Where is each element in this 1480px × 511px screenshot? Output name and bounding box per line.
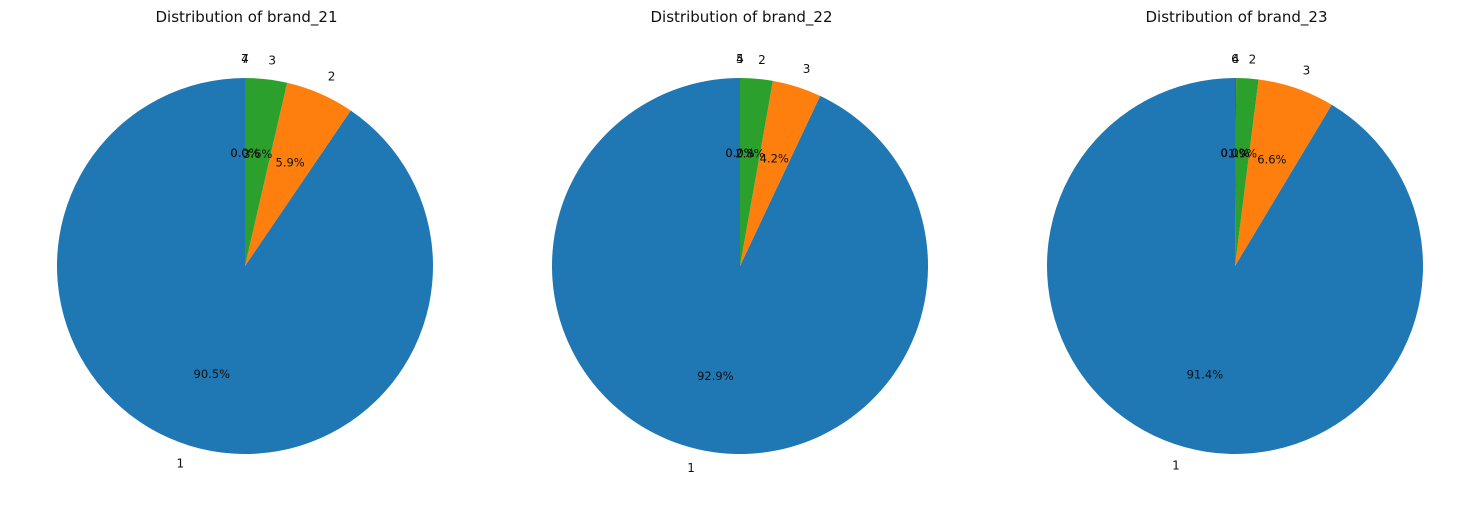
pie-category-label: 1 (687, 461, 695, 475)
chart-title: Distribution of brand_23 (1145, 8, 1328, 26)
pie-category-label: 1 (1172, 458, 1180, 472)
pie-chart-svg: 90.5%15.9%23.6%30.0%40.0%7 (56, 52, 433, 471)
pie-percent-label: 3.6% (243, 147, 272, 161)
pie-slice-3 (740, 80, 821, 266)
pie-category-label: 5 (736, 52, 744, 66)
pie-category-label: 4 (1232, 52, 1240, 66)
pie-percent-label: 0.1% (1221, 146, 1250, 160)
pie-percent-label: 0.0% (230, 146, 259, 160)
pie-category-label: 3 (268, 54, 276, 68)
pie-category-label: 7 (241, 52, 249, 66)
pie-percent-label: 0.0% (725, 146, 754, 160)
pie-percent-label: 4.2% (760, 152, 789, 166)
pie-percent-label: 0.0% (230, 146, 259, 160)
pie-percent-label: 0.0% (1220, 146, 1249, 160)
chart-title: Distribution of brand_21 (155, 8, 338, 26)
pie-category-label: 2 (758, 53, 766, 67)
pie-category-label: 2 (328, 69, 336, 83)
pie-category-label: 4 (736, 52, 744, 66)
pie-category-label: 2 (1249, 53, 1257, 67)
pie-percent-label: 2.8% (735, 147, 764, 161)
pie-category-label: 3 (803, 62, 811, 76)
pie-percent-label: 6.6% (1257, 152, 1286, 166)
pie-slice-1 (56, 78, 433, 454)
pie-percent-label: 0.0% (725, 146, 754, 160)
pie-slice-3 (1235, 79, 1332, 266)
pie-slice-2 (1235, 78, 1259, 266)
pie-chart-svg: 92.9%14.2%32.8%20.0%50.0%4 (552, 52, 928, 475)
pie-slice-4 (1235, 78, 1237, 266)
pie-slice-3 (245, 78, 288, 266)
pie-panel-1: Distribution of brand_21 90.5% 1 5.9% 2 3.6%… (0, 0, 493, 511)
pie-panel-2: Distribution of brand_22 92.9% 1 4.2% 3 2.8%… (495, 0, 988, 511)
pie-category-label: 6 (1231, 52, 1239, 66)
pie-percent-label: 91.4% (1187, 368, 1224, 382)
pie-percent-label: 5.9% (276, 156, 305, 170)
pie-slice-2 (740, 78, 773, 266)
chart-title: Distribution of brand_22 (650, 8, 833, 26)
pie-percent-label: 90.5% (194, 367, 231, 381)
pie-category-label: 1 (177, 457, 185, 471)
pie-percent-label: 92.9% (697, 369, 734, 383)
pie-category-label: 4 (241, 52, 249, 66)
pie-category-label: 3 (1303, 64, 1311, 78)
pie-slice-2 (245, 82, 351, 267)
pie-panel-3: Distribution of brand_23 91.4% 1 6.6% 3 1.9%… (990, 0, 1480, 511)
pie-chart-svg: 91.4%16.6%31.9%20.1%40.0%6 (1047, 52, 1423, 472)
